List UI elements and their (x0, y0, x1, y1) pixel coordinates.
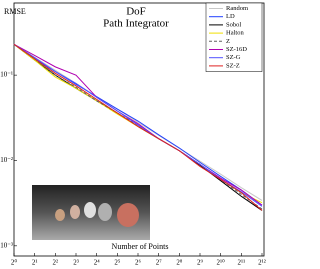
x-tick-label: 2⁴ (94, 259, 101, 267)
legend-label: SZ-Z (226, 62, 240, 69)
series-line (13, 43, 263, 211)
dragon (70, 205, 80, 219)
legend-label: SZ-16D (226, 46, 247, 53)
x-axis-label: Number of Points (112, 242, 169, 251)
render-image (32, 185, 150, 240)
x-tick-label: 2¹ (32, 259, 38, 267)
x-tick-label: 2¹⁰ (216, 259, 225, 267)
x-tick-label: 2³ (73, 259, 79, 267)
x-tick-label: 2⁷ (156, 259, 163, 267)
dragon (55, 209, 65, 221)
chart-subtitle: Path Integrator (103, 18, 169, 30)
series-line (13, 43, 263, 201)
legend-label: Z (226, 38, 230, 45)
x-tick-label: 2⁶ (135, 259, 142, 267)
y-axis-label: RMSE (4, 7, 26, 16)
x-tick-label: 2⁵ (114, 259, 121, 267)
legend-box (205, 2, 263, 72)
y-tick-label: 10⁻¹ (0, 71, 13, 79)
chart: DoF Path Integrator RMSE Number of Point… (0, 2, 266, 267)
x-tick-label: 2² (53, 259, 59, 267)
series-line (13, 43, 263, 206)
y-tick-label: 10⁻² (0, 156, 13, 164)
legend-label: SZ-G (226, 54, 241, 61)
dragon (117, 203, 139, 227)
x-tick-label: 2⁰ (11, 259, 18, 267)
legend-label: LD (226, 13, 235, 20)
dragon (98, 203, 112, 221)
legend-label: Random (226, 5, 248, 12)
y-tick-label: 10⁻³ (0, 241, 13, 249)
x-tick-label: 2¹² (258, 259, 266, 267)
x-tick-label: 2¹¹ (237, 259, 245, 267)
dragon (84, 202, 96, 218)
chart-title: DoF (126, 6, 146, 18)
plot-frame (13, 2, 265, 257)
x-tick-label: 2⁸ (176, 259, 183, 267)
legend-label: Sobol (226, 21, 241, 28)
legend-label: Halton (226, 30, 244, 37)
x-tick-label: 2⁹ (197, 259, 204, 267)
